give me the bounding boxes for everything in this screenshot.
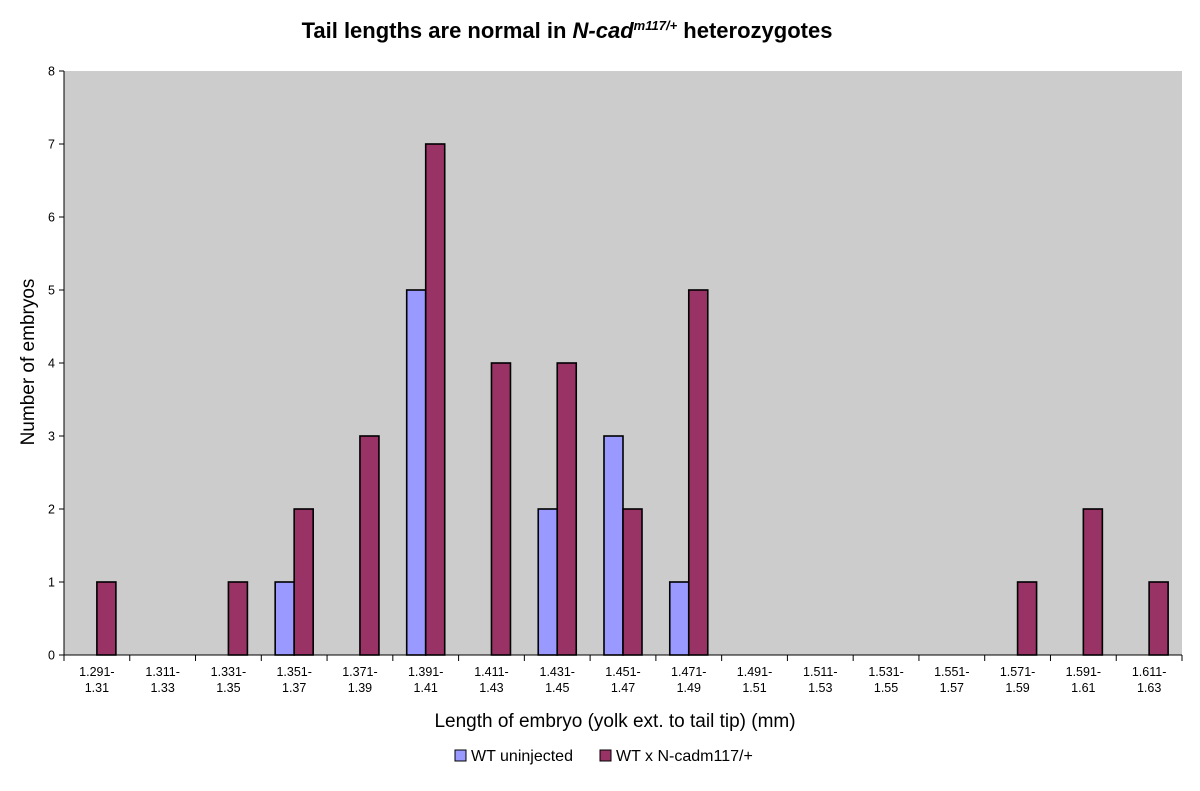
x-tick-label: 1.391-1.41: [408, 665, 443, 695]
chart-title-superscript: m117/+: [634, 18, 678, 33]
x-tick-label: 1.451-1.47: [605, 665, 640, 695]
bar-series-2-cat-8: [556, 362, 578, 656]
y-tick-label: 5: [48, 284, 55, 298]
y-tick-label: 8: [48, 65, 55, 79]
y-tick-label: 1: [48, 576, 55, 590]
legend-swatch-2: [599, 749, 612, 762]
bar-series-2-cat-1: [96, 581, 117, 656]
chart-title: Tail lengths are normal in N-cadm117/+ h…: [302, 18, 833, 43]
bar-series-2-cat-7: [490, 362, 512, 656]
legend-label-2: WT x N-cadm117/+: [616, 748, 753, 765]
x-axis-title: Length of embryo (yolk ext. to tail tip)…: [434, 711, 795, 732]
y-tick-label: 4: [48, 357, 55, 371]
x-tick-label: 1.611-1.63: [1132, 665, 1167, 695]
chart-title-suffix: heterozygotes: [677, 18, 832, 43]
x-tick-label: 1.551-1.57: [934, 665, 969, 695]
bar-series-2-cat-15: [1016, 581, 1038, 656]
legend-label-1: WT uninjected: [471, 748, 573, 765]
x-tick-label: 1.411-1.43: [474, 665, 509, 695]
bar-series-1-cat-9: [603, 435, 624, 656]
bar-series-2-cat-9: [622, 508, 643, 656]
bar-series-2-cat-17: [1148, 581, 1169, 656]
bar-series-2-cat-5: [359, 435, 380, 656]
y-tick-label: 3: [48, 430, 55, 444]
x-tick-label: 1.311-1.33: [145, 665, 180, 695]
bar-series-1-cat-6: [405, 289, 427, 656]
chart-title-italic: N-cad: [573, 18, 635, 43]
x-tick-label: 1.351-1.37: [276, 665, 311, 695]
x-tick-label: 1.511-1.53: [803, 665, 838, 695]
x-tick-label: 1.291-1.31: [79, 665, 114, 695]
y-tick-label: 6: [48, 211, 55, 225]
x-tick-label: 1.591-1.61: [1066, 665, 1101, 695]
y-tick-label: 0: [48, 649, 55, 663]
bar-series-2-cat-3: [227, 581, 249, 656]
bar-series-2-cat-4: [293, 508, 314, 656]
x-tick-label: 1.431-1.45: [540, 665, 575, 695]
chart-title-prefix: Tail lengths are normal in: [302, 18, 573, 43]
x-tick-label: 1.331-1.35: [211, 665, 246, 695]
x-tick-label: 1.571-1.59: [1000, 665, 1035, 695]
bar-series-1-cat-4: [274, 581, 295, 656]
bar-series-2-cat-6: [424, 143, 446, 656]
bar-series-1-cat-10: [668, 581, 690, 656]
bar-series-2-cat-16: [1082, 508, 1104, 656]
x-tick-label: 1.371-1.39: [342, 665, 377, 695]
x-tick-label: 1.471-1.49: [671, 665, 706, 695]
legend: WT uninjected WT x N-cadm117/+: [454, 748, 753, 765]
y-axis-title: Number of embryos: [18, 279, 39, 446]
legend-swatch-1: [454, 749, 467, 762]
y-tick-label: 7: [48, 138, 55, 152]
x-tick-label: 1.531-1.55: [868, 665, 903, 695]
bar-series-1-cat-8: [537, 508, 559, 656]
x-tick-label: 1.491-1.51: [737, 665, 772, 695]
bar-series-2-cat-10: [687, 289, 709, 656]
y-tick-label: 2: [48, 503, 55, 517]
